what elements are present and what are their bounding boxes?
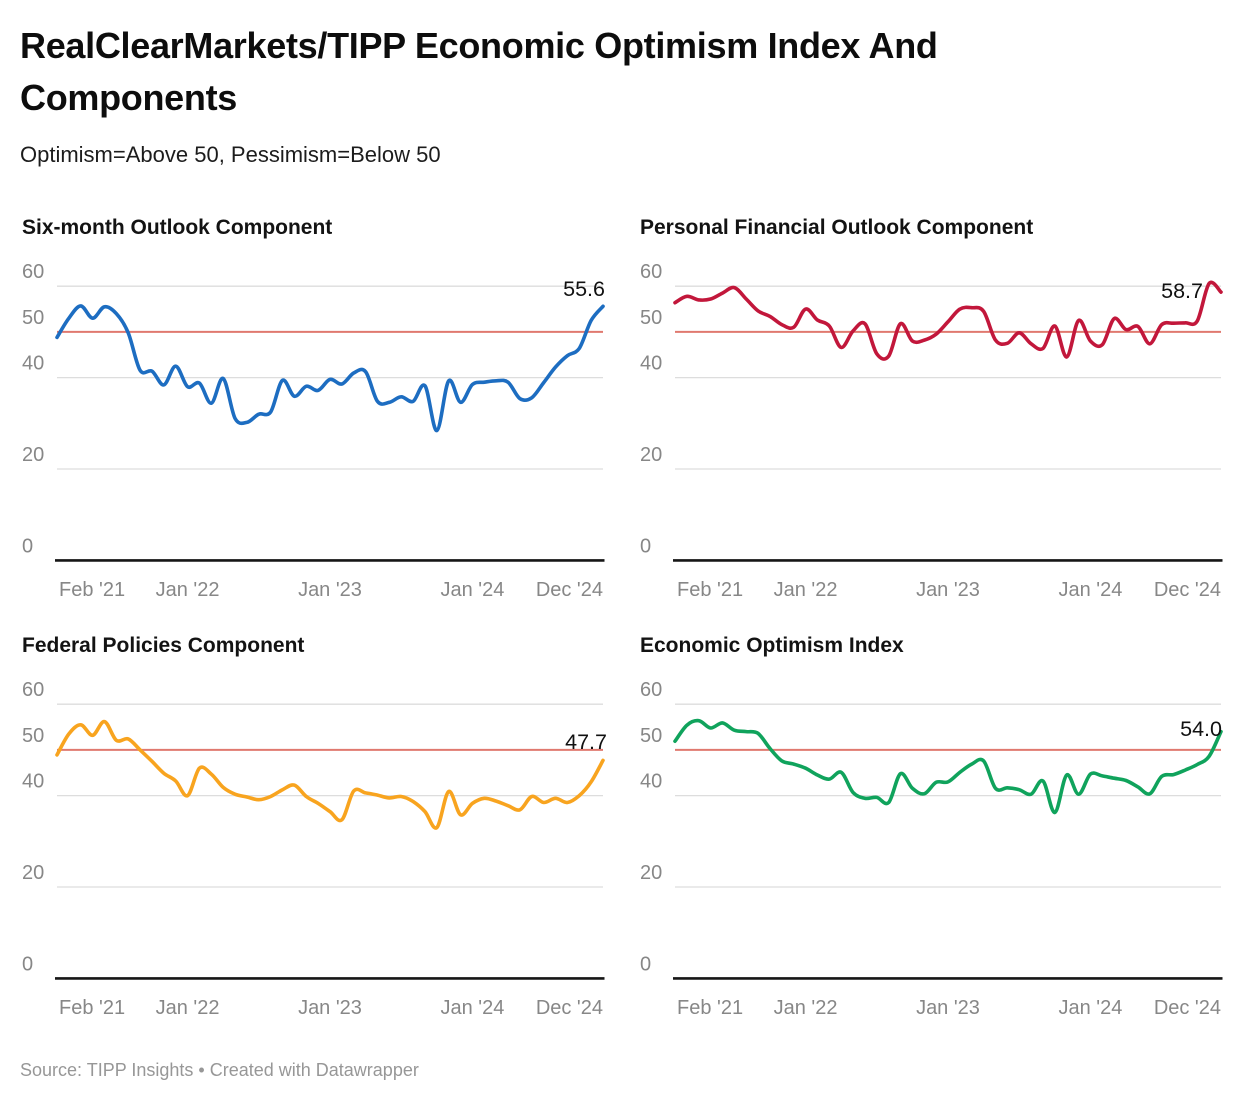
x-tick-label: Jan '24	[1058, 997, 1122, 1019]
x-tick-label: Dec '24	[1154, 579, 1221, 601]
x-tick-label: Dec '24	[536, 997, 603, 1019]
x-tick-label: Feb '21	[677, 579, 743, 601]
y-tick-label: 60	[22, 679, 44, 701]
page-subtitle: Optimism=Above 50, Pessimism=Below 50	[20, 142, 441, 167]
x-tick-label: Jan '24	[440, 579, 504, 601]
y-tick-label: 60	[640, 261, 662, 283]
x-tick-label: Jan '23	[298, 579, 362, 601]
last-value-label: 47.7	[565, 730, 607, 754]
last-value-label: 55.6	[563, 277, 605, 301]
panel-title: Six-month Outlook Component	[22, 216, 333, 239]
y-tick-label: 0	[640, 535, 651, 557]
x-tick-label: Jan '23	[298, 997, 362, 1019]
y-tick-label: 20	[640, 444, 662, 466]
source-attribution: Source: TIPP Insights • Created with Dat…	[20, 1060, 419, 1080]
y-tick-label: 20	[22, 862, 44, 884]
y-tick-label: 0	[640, 953, 651, 975]
x-tick-label: Dec '24	[1154, 997, 1221, 1019]
y-tick-label: 20	[22, 444, 44, 466]
x-tick-label: Feb '21	[677, 997, 743, 1019]
series-line-economic_optimism_index[interactable]	[673, 718, 1223, 815]
panel-economic-optimism-index: Economic Optimism Index 60 50 40 20 0 Feb '21…	[618, 628, 1240, 1046]
y-tick-label: 50	[22, 725, 44, 747]
x-tick-label: Jan '22	[774, 997, 838, 1019]
series-line-federal_policies[interactable]	[55, 719, 605, 830]
y-tick-label: 40	[640, 353, 662, 375]
series-line-personal_financial_outlook[interactable]	[673, 280, 1223, 361]
x-tick-label: Jan '22	[774, 579, 838, 601]
x-tick-label: Jan '22	[156, 997, 220, 1019]
panel-six-month-outlook: Six-month Outlook Component 60 50 40 20 0 Feb…	[0, 210, 622, 628]
series-line-six_month_outlook[interactable]	[55, 304, 605, 433]
economic-optimism-index-chart: 60 50 40 20 0 Feb '21 Jan '22 Jan '23 Jan '24 Dec…	[640, 679, 1223, 1019]
y-tick-label: 60	[640, 679, 662, 701]
x-tick-label: Jan '23	[916, 579, 980, 601]
x-tick-label: Jan '24	[1058, 579, 1122, 601]
y-tick-label: 20	[640, 862, 662, 884]
x-tick-label: Feb '21	[59, 997, 125, 1019]
y-tick-label: 50	[22, 307, 44, 329]
x-tick-label: Feb '21	[59, 579, 125, 601]
federal-policies-chart: 60 50 40 20 0 Feb '21 Jan '22 Jan '23 Jan '24 Dec…	[22, 679, 607, 1019]
x-tick-label: Jan '22	[156, 579, 220, 601]
chart-grid: Six-month Outlook Component 60 50 40 20 0 Feb…	[0, 210, 1240, 1046]
panel-personal-financial-outlook: Personal Financial Outlook Component 60 5…	[618, 210, 1240, 628]
last-value-label: 54.0	[1180, 717, 1222, 741]
last-value-label: 58.7	[1161, 279, 1203, 303]
personal-financial-outlook-chart: 60 50 40 20 0 Feb '21 Jan '22 Jan '23 Jan '24 Dec…	[640, 261, 1223, 601]
six-month-outlook-chart: 60 50 40 20 0 Feb '21 Jan '22 Jan '23 Jan '24 Dec…	[22, 261, 605, 601]
y-tick-label: 50	[640, 307, 662, 329]
y-tick-label: 40	[640, 771, 662, 793]
panel-federal-policies: Federal Policies Component 60 50 40 20 0 Feb …	[0, 628, 622, 1046]
x-tick-label: Jan '23	[916, 997, 980, 1019]
y-tick-label: 50	[640, 725, 662, 747]
y-tick-label: 0	[22, 535, 33, 557]
x-tick-label: Dec '24	[536, 579, 603, 601]
y-tick-label: 0	[22, 953, 33, 975]
panel-title: Personal Financial Outlook Component	[640, 216, 1034, 239]
y-tick-label: 40	[22, 771, 44, 793]
panel-title: Economic Optimism Index	[640, 634, 904, 657]
y-tick-label: 40	[22, 353, 44, 375]
y-tick-label: 60	[22, 261, 44, 283]
panel-title: Federal Policies Component	[22, 634, 305, 657]
page-title: RealClearMarkets/TIPP Economic Optimism …	[20, 25, 938, 118]
x-tick-label: Jan '24	[440, 997, 504, 1019]
